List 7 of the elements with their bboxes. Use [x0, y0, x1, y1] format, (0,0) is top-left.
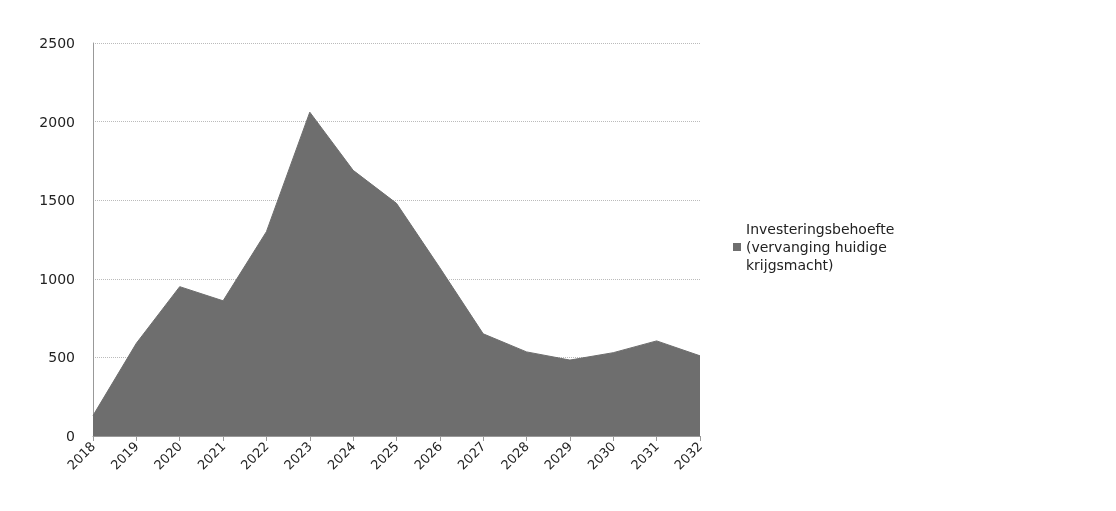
- y-tick-label: 1500: [39, 192, 75, 209]
- y-tick-label: 2500: [39, 35, 75, 51]
- y-tick-label: 500: [48, 349, 75, 366]
- legend-label: Investeringsbehoefte (vervanging huidige krijgsmacht): [746, 221, 895, 273]
- y-tick-label: 2000: [39, 113, 75, 130]
- y-tick-label: 0: [66, 428, 75, 444]
- y-tick-label: 1000: [39, 270, 75, 287]
